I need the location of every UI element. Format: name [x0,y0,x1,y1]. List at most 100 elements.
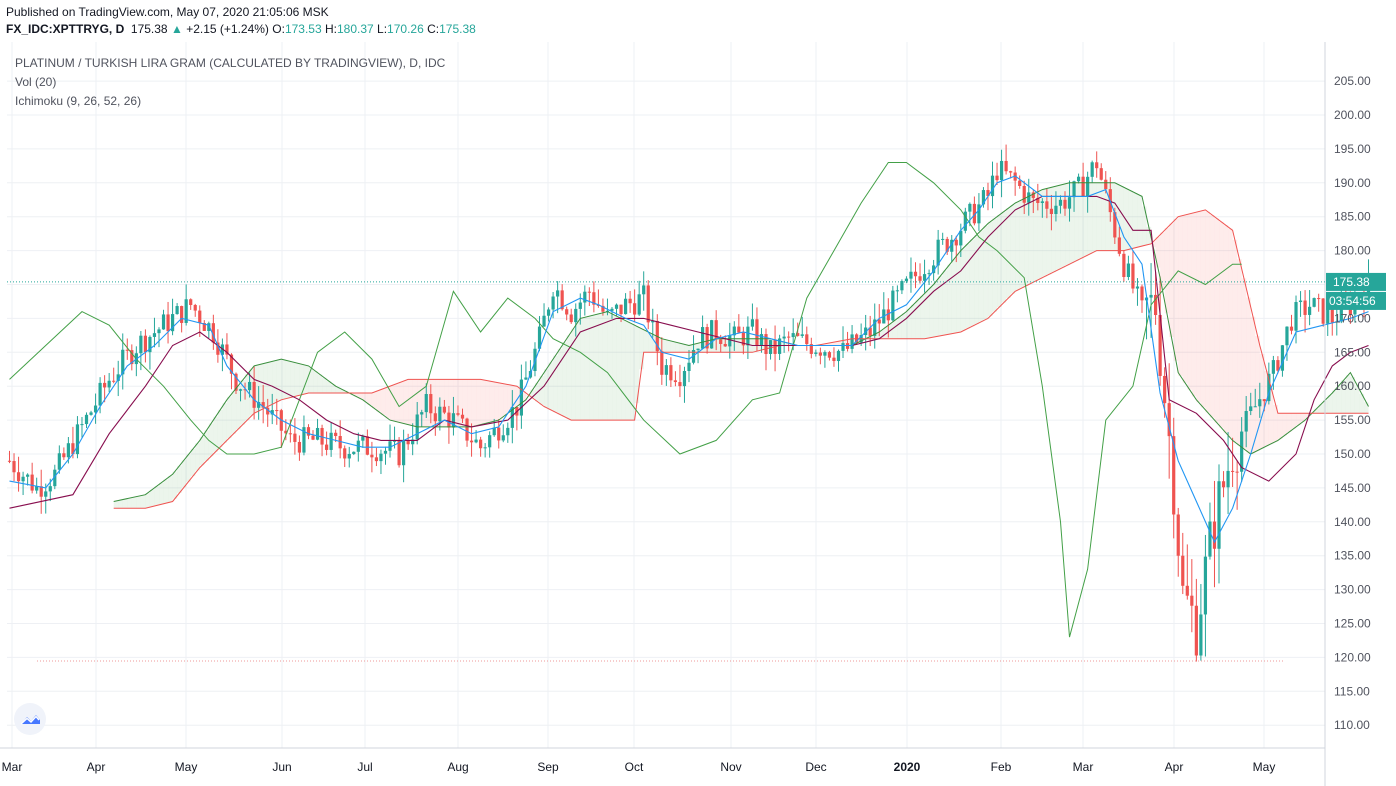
candle-body [1135,286,1140,289]
candle-body [347,453,351,459]
candle-body [1122,253,1126,278]
candle-body [1217,481,1221,549]
cloud-segment [1006,208,1011,299]
candle-body [184,299,188,323]
cloud-segment [503,384,508,416]
cloud-segment [1336,385,1342,414]
cloud-segment [639,328,644,370]
cloud-segment [684,344,690,353]
cloud-segment [1164,228,1170,314]
cloud-segment [390,385,395,421]
cloud-segment [1223,225,1229,433]
candle-body [152,333,157,337]
kijun-sen-line [9,195,1369,509]
candle-body [1086,176,1090,196]
cloud-segment [625,321,631,421]
candle-body [497,427,501,441]
candle-body [1104,179,1108,190]
candle-body [759,334,764,346]
candle-body [995,175,999,181]
candle-body [112,380,116,382]
candle-body [664,365,668,375]
volume-indicator-label[interactable]: Vol (20) [15,75,57,89]
cloud-segment [480,379,486,425]
candle-body [438,406,442,422]
cloud-segment [539,376,545,405]
cloud-segment [113,500,119,509]
candle-body [1330,308,1334,323]
cloud-segment [1209,215,1215,418]
candle-body [1172,436,1176,515]
cloud-segment [906,309,912,339]
last-price: 175.38 [130,22,168,36]
y-tick-label: 170.00 [1334,311,1371,325]
publish-info: Published on TradingView.com, May 07, 20… [6,5,329,19]
candle-body [175,306,179,315]
candle-body [44,491,48,497]
low-label: L: [377,22,388,36]
cloud-segment [766,338,771,349]
candle-body [225,344,229,355]
cloud-segment [1341,380,1346,414]
candle-body [968,203,972,212]
cloud-segment [204,430,209,461]
cloud-segment [371,392,377,409]
candle-body [750,319,755,327]
candle-body [1321,298,1325,324]
candle-body [1249,406,1253,412]
cloud-segment [1064,183,1070,266]
candle-body [130,350,134,365]
x-tick-label: Apr [1165,760,1184,774]
cloud-segment [1042,189,1047,277]
candle-body [614,304,619,309]
cloud-segment [285,360,291,399]
cloud-segment [929,286,934,338]
cloud-segment [675,342,681,353]
candle-body [57,453,61,470]
candle-body [787,336,791,338]
candle-body [1009,171,1013,173]
symbol-label[interactable]: FX_IDC:XPTTRYG, D [6,22,125,36]
candle-body [180,306,184,323]
cloud-segment [489,381,495,422]
cloud-segment [530,389,536,399]
cloud-segment [888,323,893,339]
x-tick-label: Oct [625,760,644,774]
candle-body [1280,345,1285,371]
candle-body [1040,201,1044,204]
y-tick-label: 160.00 [1334,379,1371,393]
candle-body [764,334,768,355]
plot-area [7,42,1325,748]
ichimoku-indicator-label[interactable]: Ichimoku (9, 26, 52, 26) [15,94,142,108]
x-tick-label: Mar [2,760,23,774]
cloud-segment [1359,393,1365,414]
cloud-segment [775,340,780,347]
cloud-segment [1128,190,1134,249]
senkou-span-b-line [113,209,1369,509]
tradingview-logo[interactable] [14,703,46,735]
cloud-segment [453,379,459,427]
candle-body [519,379,523,416]
cloud-segment [1232,239,1238,443]
cloud-segment [399,381,404,423]
cloud-segment [648,333,653,353]
candle-body [832,357,836,362]
x-tick-label: Dec [805,760,826,774]
cloud-segment [1092,182,1097,252]
y-tick-label: 165.00 [1334,345,1371,359]
candle-body [429,394,433,414]
candle-body [433,413,437,422]
candle-body [682,370,687,387]
candle-body [334,432,338,437]
cloud-segment [403,380,409,425]
cloud-segment [303,365,309,394]
chart-title[interactable]: PLATINUM / TURKISH LIRA GRAM (CALCULATED… [15,56,446,70]
cloud-segment [630,324,635,421]
cloud-segment [1268,387,1274,444]
candle-body [809,344,813,354]
cloud-segment [1246,297,1251,453]
cloud-segment [634,326,640,404]
candle-body [270,410,274,415]
x-tick-label: Sep [537,760,559,774]
